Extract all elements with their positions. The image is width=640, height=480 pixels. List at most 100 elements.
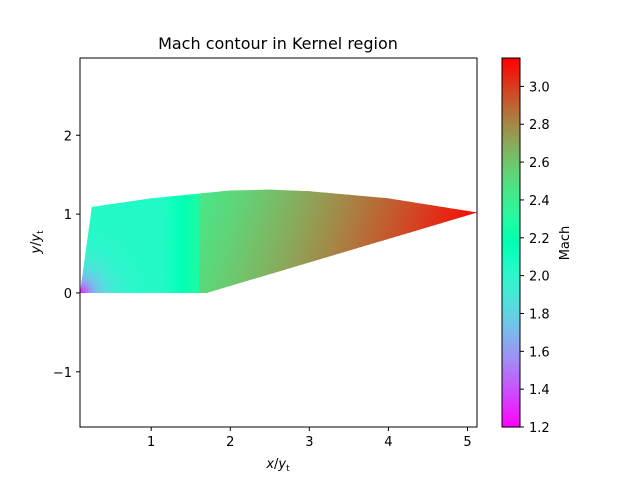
field-cell [136,287,141,290]
field-cell [128,228,132,231]
field-cell [187,273,192,276]
field-cell [139,271,143,274]
field-cell [148,260,152,263]
field-cell [131,265,135,269]
field-cell [312,287,316,290]
field-cell [133,190,138,194]
field-cell [148,226,152,230]
field-cell [85,242,90,246]
field-cell [207,219,212,222]
field-cell [102,201,107,204]
field-cell [269,217,274,221]
field-cell [216,239,220,242]
field-cell [162,260,166,263]
field-cell [301,255,305,258]
field-cell [187,260,192,263]
field-cell [99,214,104,217]
field-cell [82,280,87,283]
field-cell [252,237,257,240]
field-cell [272,190,277,194]
field-cell [278,201,282,204]
field-cell [230,264,234,267]
field-cell [139,189,143,190]
field-cell [97,208,101,212]
field-cell [272,242,277,246]
field-cell [213,228,217,231]
field-cell [272,231,277,235]
field-cell [235,217,240,221]
field-cell [196,196,200,199]
field-cell [136,280,141,283]
field-cell [295,206,299,210]
field-cell [148,231,152,235]
field-cell [275,228,280,231]
field-cell [150,292,155,293]
field-cell [224,190,229,194]
field-cell [94,251,98,255]
field-cell [193,203,197,206]
field-cell [269,219,274,222]
field-cell [275,292,280,293]
field-cell [269,242,274,246]
field-cell [315,282,319,285]
field-cell [278,248,282,251]
field-cell [275,189,280,192]
field-cell [136,205,141,208]
field-cell [187,196,192,199]
field-cell [131,203,135,206]
field-cell [298,203,302,206]
field-cell [241,239,246,242]
field-cell [94,239,98,242]
field-cell [272,251,277,255]
field-cell [159,192,163,196]
field-cell [213,203,217,206]
field-cell [261,257,265,260]
field-cell [85,283,90,287]
field-cell [269,280,274,283]
field-cell [247,194,251,197]
field-cell [312,221,316,224]
field-cell [224,253,229,256]
field-cell [255,242,260,246]
field-cell [119,269,124,272]
field-cell [261,239,265,242]
field-cell [150,260,155,263]
field-cell [261,199,265,203]
field-cell [238,228,243,231]
field-cell [199,257,203,260]
field-cell [309,223,314,226]
field-cell [176,206,180,210]
field-cell [148,289,152,292]
field-cell [261,260,265,263]
field-cell [233,212,237,215]
field-cell [162,199,166,203]
field-cell [235,210,240,213]
field-cell [301,271,305,274]
field-cell [153,226,158,230]
field-cell [306,292,311,293]
field-cell [244,289,248,292]
field-cell [99,278,104,281]
field-cell [309,289,314,292]
field-cell [176,265,180,269]
field-cell [156,267,160,271]
field-cell [201,249,206,253]
field-cell [284,237,288,240]
field-cell [312,228,316,231]
field-cell [173,278,178,281]
field-cell [182,283,186,287]
field-cell [244,206,248,210]
field-cell [298,258,302,262]
field-cell [153,290,158,293]
field-cell [82,276,87,280]
field-cell [272,244,277,247]
field-cell [82,273,87,276]
field-cell [128,240,132,244]
field-cell [250,280,254,283]
field-cell [261,287,265,290]
field-cell [235,258,240,262]
field-cell [145,244,149,247]
field-cell [301,201,305,204]
field-cell [190,206,195,210]
field-cell [241,198,246,201]
